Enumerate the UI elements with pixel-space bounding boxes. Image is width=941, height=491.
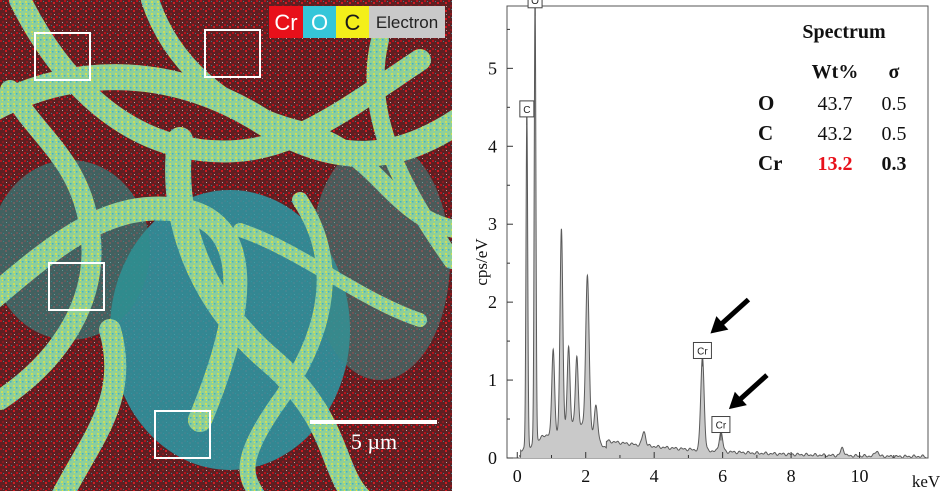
arrow-head — [728, 391, 747, 410]
legend-swatch — [303, 6, 336, 38]
y-tick-label: 2 — [488, 292, 497, 312]
legend-label: O — [311, 10, 328, 35]
peak-label-box — [711, 416, 731, 434]
peak-label: C — [523, 105, 530, 116]
table-row-element: C — [758, 121, 773, 145]
axes: 0 1 2 3 4 5 0 2 4 6 8 10 — [488, 28, 895, 486]
y-tick-label: 1 — [488, 370, 497, 390]
y-tick-label: 4 — [488, 136, 497, 156]
x-tick-label: 10 — [851, 466, 869, 486]
spectrum-fill — [518, 0, 927, 458]
scale-bar-label: 5 µm — [351, 429, 397, 454]
y-tick-label: 3 — [488, 214, 497, 234]
y-axis-label: cps/eV — [472, 238, 491, 286]
legend-swatch — [269, 6, 303, 38]
eds-map-image: Cr O C Electron 5 µm — [0, 0, 452, 491]
scale-bar: 5 µm — [310, 420, 437, 454]
peak-label: Cr — [716, 421, 727, 432]
legend-swatch — [369, 6, 445, 38]
x-tick-label: 0 — [513, 466, 522, 486]
table-column-header: σ — [889, 61, 900, 83]
x-axis-label: keV — [912, 472, 941, 491]
peak-label-box — [527, 0, 543, 9]
x-tick-label: 2 — [581, 466, 590, 486]
arrow-head — [710, 316, 729, 334]
x-tick-label: 8 — [787, 466, 796, 486]
analysis-regions — [34, 29, 261, 459]
table-row-element: Cr — [758, 151, 783, 175]
carbon-fibers — [0, 0, 452, 491]
peak-label: O — [531, 0, 539, 7]
table-row-element: O — [758, 91, 774, 115]
spectrum-line — [518, 0, 927, 459]
legend-label: Electron — [376, 13, 438, 32]
table-row-wt: 43.2 — [818, 123, 853, 145]
element-legend: Cr O C Electron — [269, 6, 445, 38]
peak-label: Cr — [697, 346, 708, 357]
composition-table: Spectrum Wt% σ O 43.7 0.5 C 43.2 0.5 Cr 13.2 0.3 — [758, 21, 907, 175]
table-row-sigma: 0.5 — [882, 123, 907, 145]
x-tick-label: 4 — [650, 466, 659, 486]
peak-label-box — [519, 100, 535, 118]
table-row-sigma: 0.3 — [882, 153, 907, 175]
legend-label: Cr — [274, 10, 297, 35]
y-tick-label: 5 — [488, 58, 497, 78]
table-row-sigma: 0.5 — [882, 93, 907, 115]
x-tick-label: 6 — [718, 466, 727, 486]
arrow — [734, 373, 769, 405]
table-row-wt: 13.2 — [818, 153, 853, 175]
y-tick-label: 0 — [488, 448, 497, 468]
legend-label: C — [345, 10, 361, 35]
peak-label-box — [692, 341, 712, 359]
table-row-wt: 43.7 — [818, 93, 853, 115]
arrow — [715, 297, 751, 330]
table-column-header: Wt% — [812, 61, 859, 83]
legend-swatch — [336, 6, 369, 38]
table-title: Spectrum — [802, 21, 886, 43]
